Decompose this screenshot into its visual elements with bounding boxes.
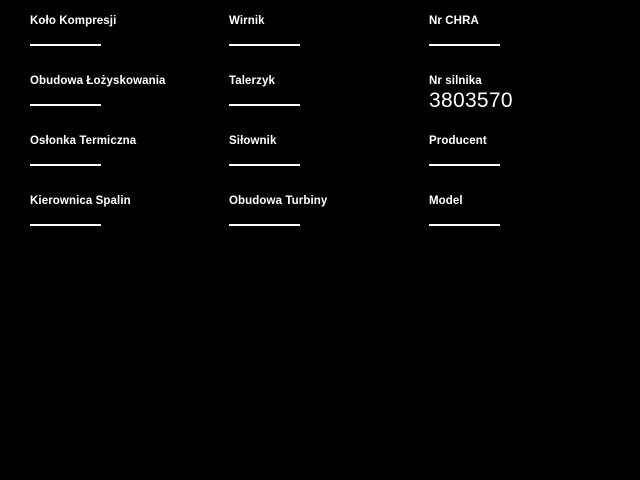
field-label: Talerzyk [229,75,275,87]
field-underline[interactable] [429,164,500,166]
field-value-nr-silnika[interactable]: 3803570 [429,89,513,112]
field-underline[interactable] [229,44,300,46]
field-underline[interactable] [30,44,101,46]
field-label: Producent [429,135,487,147]
field-group-kierownica-spalin[interactable]: Kierownica Spalin [30,194,220,254]
field-label: Wirnik [229,15,265,27]
field-label: Obudowa Turbiny [229,195,328,207]
field-group-kolo-kompresji[interactable]: Koło Kompresji [30,14,220,74]
field-underline[interactable] [30,164,101,166]
field-group-silownik[interactable]: Siłownik [229,134,419,194]
field-group-oslonka-termiczna[interactable]: Osłonka Termiczna [30,134,220,194]
field-label: Nr silnika [429,75,482,87]
field-underline[interactable] [229,224,300,226]
field-group-obudowa-turbiny[interactable]: Obudowa Turbiny [229,194,419,254]
field-underline[interactable] [429,44,500,46]
field-label: Model [429,195,463,207]
field-underline[interactable] [30,104,101,106]
field-label: Nr CHRA [429,15,479,27]
field-underline[interactable] [229,104,300,106]
field-label: Osłonka Termiczna [30,135,137,147]
field-group-talerzyk[interactable]: Talerzyk [229,74,419,134]
field-group-model[interactable]: Model [429,194,619,254]
field-label: Obudowa Łożyskowania [30,75,166,87]
field-group-nr-chra[interactable]: Nr CHRA [429,14,619,74]
field-label: Siłownik [229,135,277,147]
field-underline[interactable] [429,224,500,226]
field-group-nr-silnika[interactable]: Nr silnika 3803570 [429,74,619,134]
field-label: Kierownica Spalin [30,195,131,207]
field-group-producent[interactable]: Producent [429,134,619,194]
field-underline[interactable] [229,164,300,166]
field-group-wirnik[interactable]: Wirnik [229,14,419,74]
field-group-obudowa-lozyskowania[interactable]: Obudowa Łożyskowania [30,74,220,134]
field-underline[interactable] [30,224,101,226]
field-label: Koło Kompresji [30,15,117,27]
